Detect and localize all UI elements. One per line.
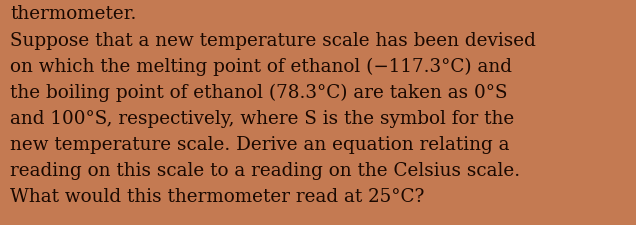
Text: reading on this scale to a reading on the Celsius scale.: reading on this scale to a reading on th…	[10, 162, 520, 180]
Text: new temperature scale. Derive an equation relating a: new temperature scale. Derive an equatio…	[10, 136, 509, 154]
Text: on which the melting point of ethanol (−117.3°C) and: on which the melting point of ethanol (−…	[10, 58, 512, 76]
Text: the boiling point of ethanol (78.3°C) are taken as 0°S: the boiling point of ethanol (78.3°C) ar…	[10, 84, 508, 102]
Text: thermometer.: thermometer.	[10, 5, 136, 23]
Text: Suppose that a new temperature scale has been devised: Suppose that a new temperature scale has…	[10, 32, 536, 50]
Text: What would this thermometer read at 25°C?: What would this thermometer read at 25°C…	[10, 188, 424, 206]
Text: and 100°S, respectively, where S is the symbol for the: and 100°S, respectively, where S is the …	[10, 110, 515, 128]
